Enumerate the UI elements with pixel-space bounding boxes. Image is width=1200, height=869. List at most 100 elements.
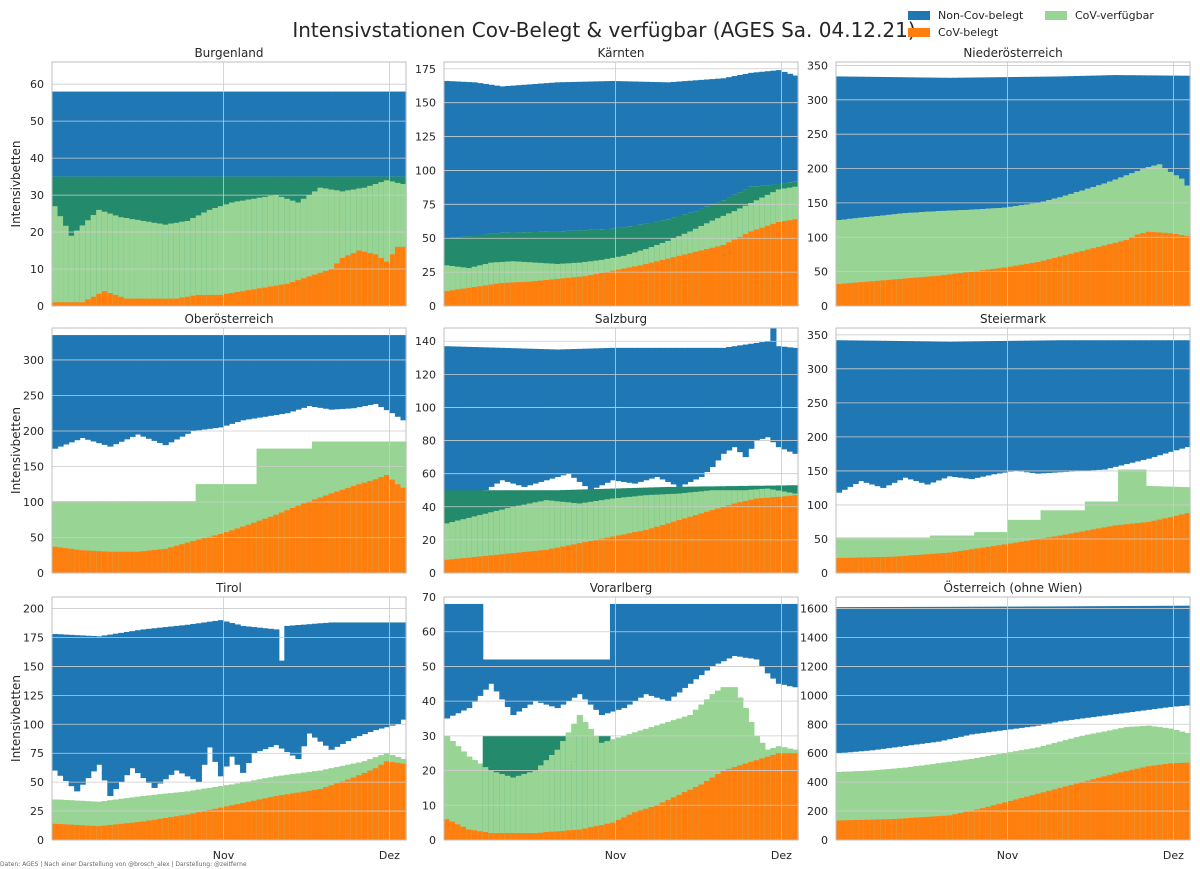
non-cov-bar — [858, 607, 865, 752]
panel-bars — [836, 75, 1191, 306]
cov-belegt-bar — [885, 819, 892, 840]
non-cov-bar — [217, 335, 225, 428]
cov-belegt-bar — [786, 220, 794, 306]
cov-overlap-bar — [604, 229, 611, 272]
non-cov-bar — [737, 345, 744, 453]
cov-overlap-bar — [526, 232, 534, 282]
cov-verfuegbar-bar — [985, 208, 992, 306]
cov-belegt-bar — [323, 787, 330, 840]
cov-belegt-bar — [715, 774, 722, 840]
cov-belegt-bar — [129, 551, 136, 573]
non-cov-bar — [637, 603, 644, 698]
cov-belegt-bar — [79, 825, 86, 840]
cov-belegt-bar — [703, 249, 711, 306]
cov-verfuegbar-bar — [543, 500, 550, 573]
cov-belegt-bar — [737, 765, 744, 840]
cov-belegt-bar — [1057, 256, 1064, 306]
non-cov-bar — [565, 659, 572, 702]
non-cov-bar — [957, 341, 964, 478]
panel-bars — [52, 91, 407, 306]
cov-belegt-bar — [118, 823, 125, 840]
cov-verfuegbar-bar — [935, 763, 942, 840]
cov-belegt-bar — [184, 296, 191, 306]
non-cov-bar — [968, 606, 975, 735]
non-cov-bar — [615, 347, 622, 482]
cov-verfuegbar-bar — [709, 694, 716, 840]
cov-verfuegbar-bar — [852, 771, 859, 840]
cov-belegt-bar — [858, 282, 865, 306]
cov-belegt-bar — [1101, 776, 1108, 840]
non-cov-bar — [703, 79, 711, 207]
non-cov-bar — [665, 82, 672, 220]
cov-belegt-bar — [759, 758, 766, 840]
non-cov-bar — [356, 335, 363, 408]
non-cov-bar — [323, 622, 330, 746]
non-cov-bar — [1167, 340, 1175, 452]
y-tick-label: 100 — [415, 164, 436, 177]
non-cov-bar — [1184, 605, 1191, 706]
non-cov-bar — [963, 77, 970, 210]
cov-belegt-bar — [79, 302, 86, 306]
panel-title: Salzburg — [595, 312, 647, 326]
non-cov-bar — [1001, 77, 1009, 208]
cov-belegt-bar — [74, 549, 81, 573]
non-cov-bar — [217, 620, 225, 777]
cov-verfuegbar-bar — [1068, 193, 1075, 306]
non-cov-bar — [1140, 340, 1147, 461]
cov-belegt-bar — [1107, 526, 1114, 573]
non-cov-bar — [786, 73, 794, 183]
cov-belegt-bar — [764, 497, 771, 573]
non-cov-bar — [1123, 75, 1130, 176]
cov-belegt-bar — [123, 551, 131, 573]
cov-verfuegbar-bar — [963, 209, 970, 306]
cov-verfuegbar-bar — [863, 770, 870, 840]
cov-verfuegbar-bar — [1035, 202, 1042, 306]
y-tick-label: 0 — [37, 567, 44, 580]
non-cov-bar — [775, 346, 783, 448]
cov-verfuegbar-bar — [361, 187, 368, 306]
non-cov-bar — [770, 603, 777, 679]
cov-belegt-bar — [582, 828, 589, 840]
non-cov-bar — [356, 91, 363, 177]
cov-belegt-bar — [1068, 785, 1075, 840]
cov-belegt-bar — [68, 824, 75, 840]
non-cov-bar — [449, 346, 456, 498]
cov-belegt-bar — [300, 791, 308, 840]
y-tick-label: 125 — [415, 131, 436, 144]
cov-belegt-bar — [598, 538, 606, 573]
cov-belegt-bar — [632, 532, 639, 573]
cov-belegt-bar — [123, 823, 131, 840]
cov-verfuegbar-bar — [941, 762, 948, 840]
cov-belegt-bar — [52, 302, 59, 306]
cov-verfuegbar-bar — [990, 755, 998, 840]
cov-verfuegbar-bar — [262, 448, 269, 573]
cov-belegt-bar — [587, 827, 594, 840]
cov-belegt-bar — [869, 557, 876, 573]
non-cov-bar — [737, 75, 744, 193]
cov-belegt-bar — [974, 270, 981, 306]
cov-belegt-bar — [289, 281, 296, 306]
cov-belegt-bar — [692, 515, 700, 573]
cov-belegt-bar — [212, 808, 219, 840]
non-cov-bar — [157, 335, 164, 444]
cov-belegt-bar — [1112, 242, 1119, 306]
non-cov-bar — [1173, 605, 1180, 707]
non-cov-bar — [90, 335, 97, 442]
non-cov-bar — [372, 335, 379, 404]
cov-belegt-bar — [168, 298, 175, 306]
cov-belegt-bar — [1046, 790, 1053, 840]
cov-verfuegbar-bar — [1046, 200, 1053, 306]
cov-verfuegbar-bar — [560, 741, 567, 840]
non-cov-bar — [731, 603, 738, 657]
non-cov-bar — [107, 91, 114, 177]
non-cov-bar — [781, 603, 788, 685]
non-cov-bar — [273, 91, 280, 177]
cov-belegt-bar — [311, 274, 319, 306]
cov-belegt-bar — [1024, 540, 1031, 573]
cov-belegt-bar — [184, 542, 191, 573]
cov-belegt-bar — [295, 505, 302, 573]
non-cov-bar — [444, 80, 451, 239]
cov-verfuegbar-bar — [477, 265, 484, 306]
non-cov-bar — [334, 335, 341, 410]
